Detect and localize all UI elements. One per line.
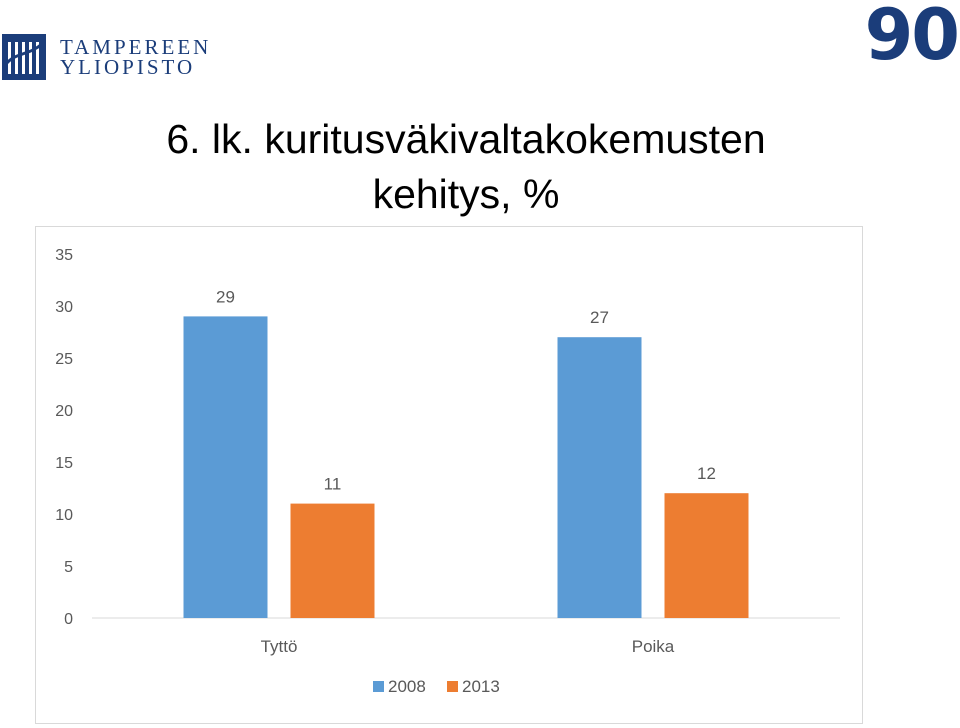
anniversary-badge: 90 bbox=[864, 0, 960, 76]
category-label: Tyttö bbox=[261, 637, 298, 656]
y-tick-label: 25 bbox=[55, 351, 73, 368]
category-label: Poika bbox=[632, 637, 675, 656]
y-tick-label: 10 bbox=[55, 507, 73, 524]
y-tick-label: 0 bbox=[64, 611, 73, 628]
bar-2008-0 bbox=[183, 316, 268, 618]
university-wordmark: TAMPEREEN YLIOPISTO bbox=[60, 35, 212, 79]
legend-label: 2008 bbox=[388, 677, 426, 696]
data-label: 11 bbox=[324, 475, 342, 494]
data-label: 27 bbox=[590, 308, 609, 327]
title-line2: kehitys, % bbox=[372, 171, 560, 217]
legend-swatch-2008 bbox=[373, 681, 384, 692]
university-logo: TAMPEREEN YLIOPISTO bbox=[2, 34, 211, 80]
logo-line2: YLIOPISTO bbox=[60, 55, 196, 79]
logo-line1: TAMPEREEN bbox=[60, 35, 212, 59]
university-emblem-icon bbox=[2, 34, 46, 80]
bar-2013-0 bbox=[290, 503, 375, 618]
y-tick-label: 5 bbox=[64, 559, 73, 576]
y-tick-label: 15 bbox=[55, 455, 73, 472]
chart-area: 0 5 10 15 20 25 30 35 29 11 Tyttö 27 12 Poika 2008 2013 bbox=[35, 226, 863, 724]
legend-swatch-2013 bbox=[447, 681, 458, 692]
page-title: 6. lk. kuritusväkivaltakokemusten kehity… bbox=[0, 112, 932, 222]
legend-label: 2013 bbox=[462, 677, 500, 696]
y-tick-label: 30 bbox=[55, 299, 73, 316]
bar-2008-1 bbox=[557, 337, 642, 618]
data-label: 12 bbox=[697, 464, 716, 483]
title-line1: 6. lk. kuritusväkivaltakokemusten bbox=[166, 116, 766, 162]
y-tick-label: 20 bbox=[55, 403, 73, 420]
y-tick-label: 35 bbox=[55, 247, 73, 264]
data-label: 29 bbox=[216, 287, 235, 306]
bar-2013-1 bbox=[664, 493, 749, 618]
bar-chart: 0 5 10 15 20 25 30 35 29 11 Tyttö 27 12 Poika 2008 2013 bbox=[55, 247, 840, 696]
